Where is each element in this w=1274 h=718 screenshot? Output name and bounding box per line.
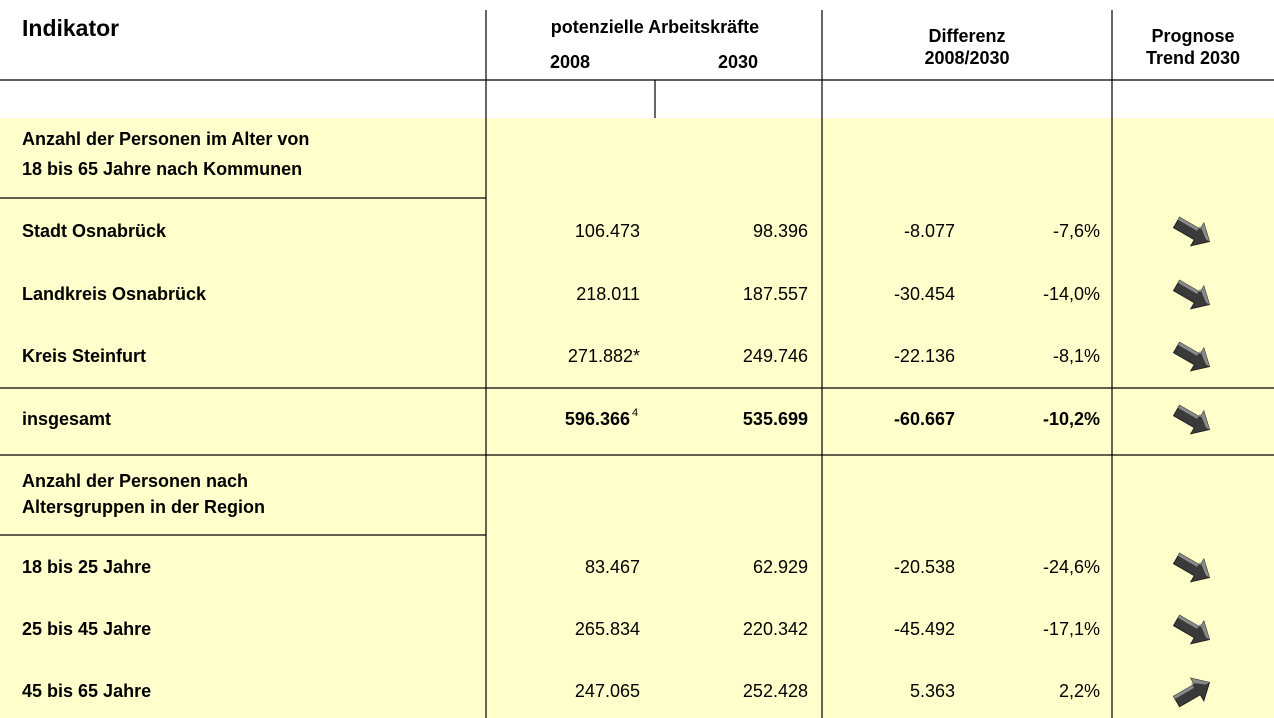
row-label: 25 bis 45 Jahre: [22, 619, 151, 639]
cell-value: 535.699: [743, 409, 808, 429]
trend-arrow: [1172, 677, 1211, 708]
cell-value: 249.746: [743, 346, 808, 366]
section-title: 18 bis 65 Jahre nach Kommunen: [22, 159, 302, 179]
cell-value: 271.882*: [568, 346, 640, 366]
cell-value: -17,1%: [1043, 619, 1100, 639]
section-title: Anzahl der Personen nach: [22, 471, 248, 491]
row-label: 18 bis 25 Jahre: [22, 557, 151, 577]
row-label: 45 bis 65 Jahre: [22, 681, 151, 701]
trend-arrow: [1172, 341, 1211, 372]
row-label: Landkreis Osnabrück: [22, 284, 207, 304]
cell-value: -7,6%: [1053, 221, 1100, 241]
cell-value: 596.366: [565, 409, 630, 429]
cell-value: 98.396: [753, 221, 808, 241]
cell-value: -20.538: [894, 557, 955, 577]
cell-value: 247.065: [575, 681, 640, 701]
trend-arrow: [1172, 279, 1211, 310]
cell-value: 265.834: [575, 619, 640, 639]
arrow-highlight: [1178, 553, 1210, 578]
table-body-background: [0, 118, 1274, 718]
cell-value: 220.342: [743, 619, 808, 639]
cell-value: 5.363: [910, 681, 955, 701]
cell-value: -24,6%: [1043, 557, 1100, 577]
header-diff-years: 2008/2030: [924, 48, 1009, 68]
cell-value: -10,2%: [1043, 409, 1100, 429]
cell-value: -14,0%: [1043, 284, 1100, 304]
arrow-highlight: [1178, 342, 1210, 367]
header-diff: Differenz: [928, 26, 1005, 46]
arrow-highlight: [1178, 217, 1210, 242]
header-trend: Trend 2030: [1146, 48, 1240, 68]
cell-value: 62.929: [753, 557, 808, 577]
trend-arrow: [1172, 216, 1211, 247]
header-year: 2008: [550, 52, 590, 72]
trend-arrow: [1172, 614, 1211, 645]
arrow-highlight: [1178, 615, 1210, 640]
row-label: Kreis Steinfurt: [22, 346, 146, 366]
trend-arrow: [1172, 552, 1211, 583]
arrow-highlight: [1178, 405, 1210, 430]
header-year: 2030: [718, 52, 758, 72]
header-indikator: Indikator: [22, 15, 119, 41]
header-group: potenzielle Arbeitskräfte: [551, 17, 759, 37]
row-label: Stadt Osnabrück: [22, 221, 167, 241]
trend-arrow: [1172, 404, 1211, 435]
cell-value: 83.467: [585, 557, 640, 577]
arrow-shape: [1172, 677, 1211, 708]
cell-value: -60.667: [894, 409, 955, 429]
cell-value: 2,2%: [1059, 681, 1100, 701]
cell-value: 187.557: [743, 284, 808, 304]
cell-value: 218.011: [576, 284, 640, 304]
cell-value: -30.454: [894, 284, 955, 304]
cell-value: -22.136: [894, 346, 955, 366]
section-title: Altersgruppen in der Region: [22, 497, 265, 517]
section-title: Anzahl der Personen im Alter von: [22, 129, 309, 149]
arrow-highlight: [1173, 678, 1210, 699]
cell-value: -8.077: [904, 221, 955, 241]
header-prognose: Prognose: [1151, 26, 1234, 46]
cell-value: 106.473: [575, 221, 640, 241]
cell-value: 252.428: [743, 681, 808, 701]
cell-value: -8,1%: [1053, 346, 1100, 366]
footnote-mark: 4: [632, 407, 638, 419]
row-label: insgesamt: [22, 409, 111, 429]
cell-value: -45.492: [894, 619, 955, 639]
arrow-highlight: [1178, 280, 1210, 305]
